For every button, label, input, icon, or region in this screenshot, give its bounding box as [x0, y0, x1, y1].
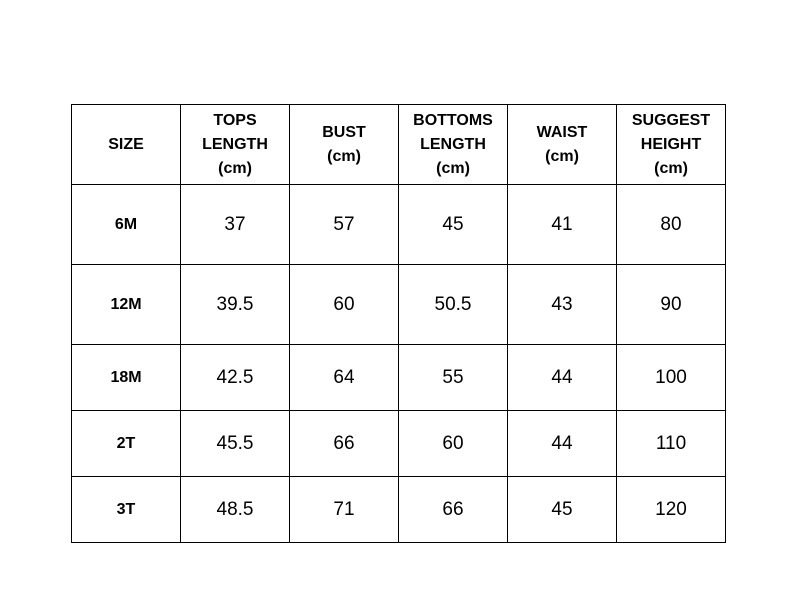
size-cell: 2T: [71, 410, 181, 477]
bottoms-length-cell: 50.5: [398, 264, 508, 345]
header-bottoms-length-unit: (cm): [436, 159, 470, 177]
size-chart-header: SIZE TOPS LENGTH (cm) BUST (cm) BOTTOMS …: [71, 104, 726, 185]
header-bottoms-length: BOTTOMS LENGTH (cm): [398, 104, 508, 185]
tops-length-cell: 42.5: [180, 344, 290, 411]
header-waist-line-1: WAIST: [536, 123, 588, 141]
tops-length-cell: 39.5: [180, 264, 290, 345]
bust-cell: 71: [289, 476, 399, 543]
table-row: 6M 37 57 45 41 80: [71, 184, 726, 265]
size-chart-table: SIZE TOPS LENGTH (cm) BUST (cm) BOTTOMS …: [71, 104, 726, 543]
tops-length-cell: 48.5: [180, 476, 290, 543]
header-tops-length: TOPS LENGTH (cm): [180, 104, 290, 185]
waist-cell: 45: [507, 476, 617, 543]
bottoms-length-cell: 45: [398, 184, 508, 265]
header-tops-length-unit: (cm): [218, 159, 252, 177]
size-cell: 6M: [71, 184, 181, 265]
suggest-height-cell: 90: [616, 264, 726, 345]
header-suggest-height-line-1: SUGGEST: [631, 111, 711, 129]
waist-cell: 41: [507, 184, 617, 265]
header-waist: WAIST (cm): [507, 104, 617, 185]
header-bust: BUST (cm): [289, 104, 399, 185]
size-cell: 18M: [71, 344, 181, 411]
tops-length-cell: 45.5: [180, 410, 290, 477]
size-cell: 3T: [71, 476, 181, 543]
suggest-height-cell: 80: [616, 184, 726, 265]
header-tops-length-line-1: TOPS: [213, 111, 257, 129]
table-row: 2T 45.5 66 60 44 110: [71, 410, 726, 477]
bottoms-length-cell: 66: [398, 476, 508, 543]
header-suggest-height-unit: (cm): [654, 159, 688, 177]
header-bust-line-1: BUST: [322, 123, 366, 141]
size-chart-body: 6M 37 57 45 41 80 12M 39.5 60 50.5 43 90…: [71, 184, 726, 543]
waist-cell: 44: [507, 410, 617, 477]
header-bottoms-length-line-2: LENGTH: [420, 135, 486, 153]
bust-cell: 66: [289, 410, 399, 477]
bottoms-length-cell: 60: [398, 410, 508, 477]
bust-cell: 64: [289, 344, 399, 411]
tops-length-cell: 37: [180, 184, 290, 265]
suggest-height-cell: 120: [616, 476, 726, 543]
suggest-height-cell: 100: [616, 344, 726, 411]
table-row: 3T 48.5 71 66 45 120: [71, 476, 726, 543]
waist-cell: 44: [507, 344, 617, 411]
waist-cell: 43: [507, 264, 617, 345]
size-cell: 12M: [71, 264, 181, 345]
bust-cell: 60: [289, 264, 399, 345]
header-bottoms-length-line-1: BOTTOMS: [413, 111, 493, 129]
header-suggest-height: SUGGEST HEIGHT (cm): [616, 104, 726, 185]
bust-cell: 57: [289, 184, 399, 265]
header-row: SIZE TOPS LENGTH (cm) BUST (cm) BOTTOMS …: [71, 104, 726, 185]
table-row: 18M 42.5 64 55 44 100: [71, 344, 726, 411]
suggest-height-cell: 110: [616, 410, 726, 477]
header-waist-unit: (cm): [545, 147, 579, 165]
header-suggest-height-line-2: HEIGHT: [640, 135, 702, 153]
header-tops-length-line-2: LENGTH: [202, 135, 268, 153]
table-row: 12M 39.5 60 50.5 43 90: [71, 264, 726, 345]
header-size-line: SIZE: [108, 135, 144, 153]
bottoms-length-cell: 55: [398, 344, 508, 411]
header-bust-unit: (cm): [327, 147, 361, 165]
header-size: SIZE: [71, 104, 181, 185]
